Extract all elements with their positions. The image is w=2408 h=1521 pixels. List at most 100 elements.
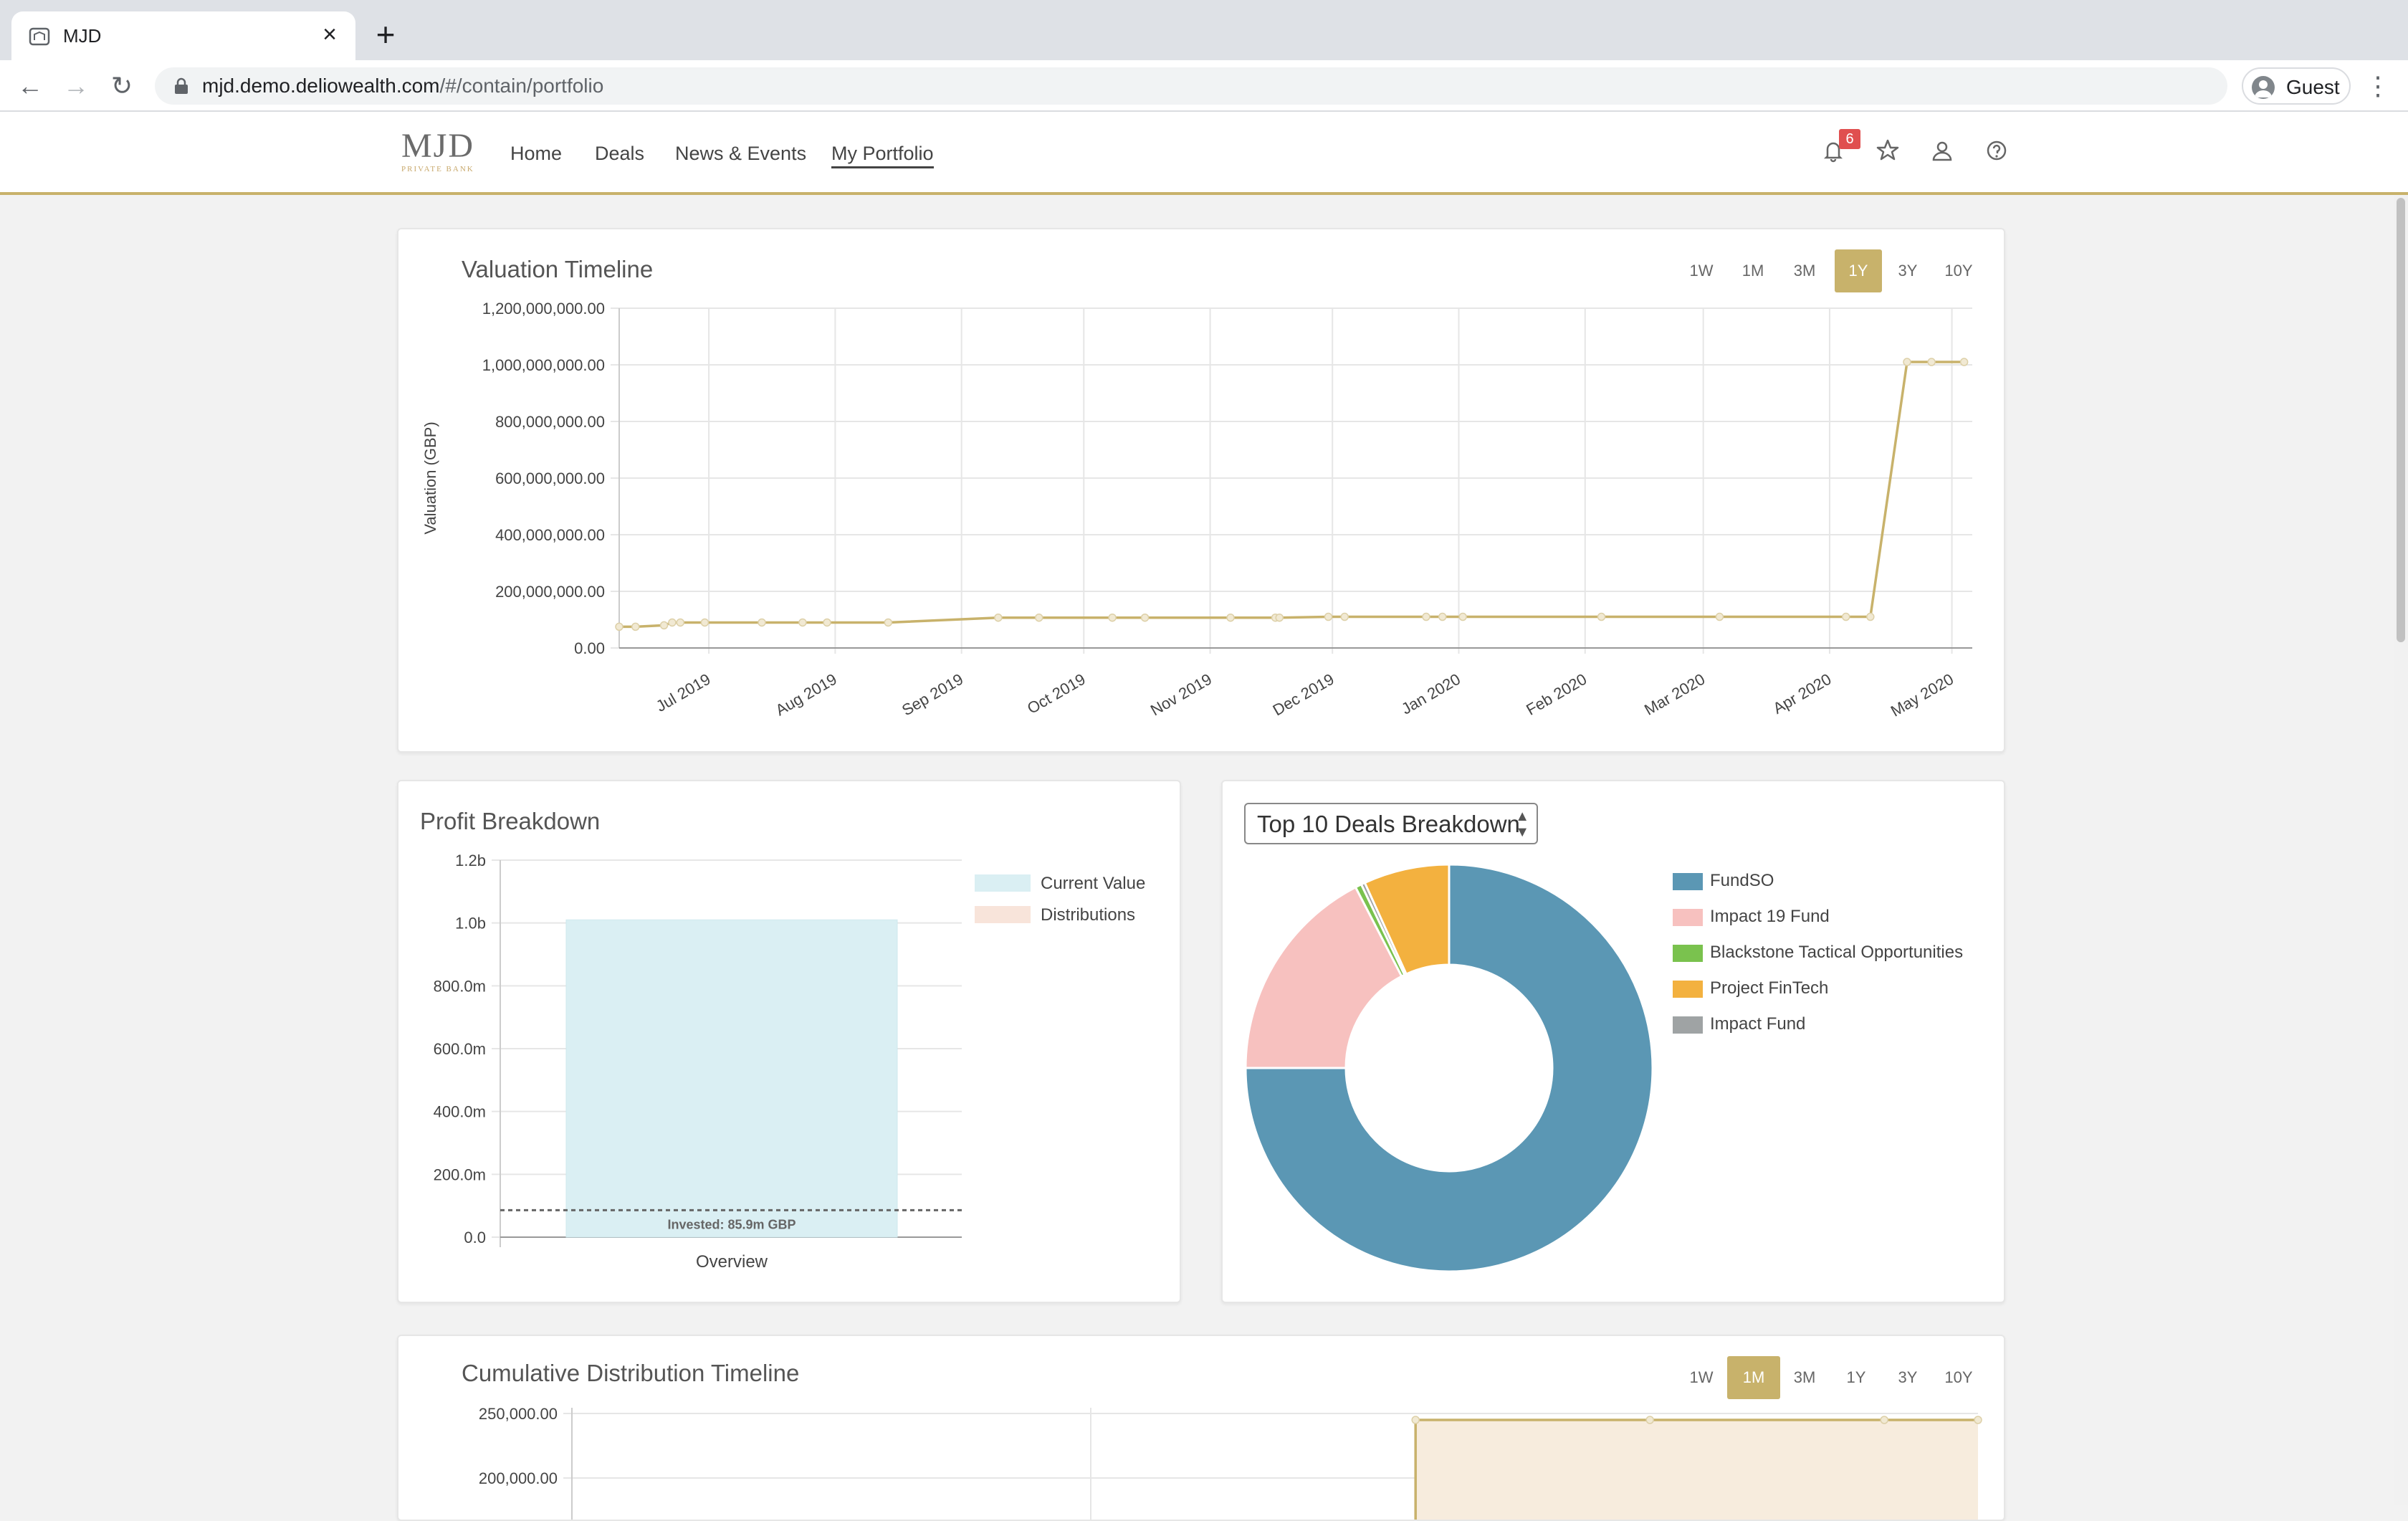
tab-title: MJD <box>63 25 102 47</box>
legend-swatch <box>1673 945 1703 962</box>
y-tick-label: 200,000.00 <box>479 1469 558 1487</box>
x-category-label: Overview <box>696 1252 768 1272</box>
range-3m[interactable]: 3M <box>1793 262 1816 280</box>
x-tick-label: May 2020 <box>1888 670 1956 720</box>
data-point <box>1034 613 1043 622</box>
legend-label: Impact Fund <box>1710 1014 1806 1034</box>
nav-deals[interactable]: Deals <box>595 143 645 164</box>
range-1m[interactable]: 1M <box>1742 262 1764 280</box>
data-point <box>668 618 677 627</box>
range-1y[interactable]: 1Y <box>1846 1368 1866 1386</box>
forward-arrow-icon[interactable]: → <box>63 71 89 100</box>
x-tick-label: Nov 2019 <box>1147 670 1215 720</box>
data-point <box>1140 613 1150 622</box>
y-axis-label: Valuation (GBP) <box>421 421 439 534</box>
legend-label: Distributions <box>1041 905 1135 925</box>
range-10y[interactable]: 10Y <box>1944 1368 1973 1386</box>
browser-tab[interactable]: MJD × <box>11 11 355 60</box>
legend-label: Blackstone Tactical Opportunities <box>1710 943 1964 962</box>
close-tab-icon[interactable]: × <box>322 21 337 48</box>
y-tick-label: 600.0m <box>434 1040 486 1058</box>
browser-tab-strip: MJD × + <box>0 0 2408 60</box>
valuation-title: Valuation Timeline <box>462 256 654 282</box>
site-header: MJD PRIVATE BANK Home Deals News & Event… <box>0 112 2408 195</box>
range-10y[interactable]: 10Y <box>1944 262 1973 280</box>
donut-slice <box>1363 863 1451 976</box>
logo-subtext: PRIVATE BANK <box>401 165 474 173</box>
data-point <box>700 618 710 627</box>
help-icon[interactable] <box>1982 136 2011 165</box>
notification-badge: 6 <box>1839 129 1860 149</box>
y-tick-label: 1,200,000,000.00 <box>482 300 605 318</box>
cumulative-area-chart: 200,000.00 250,000.00 <box>479 1405 1982 1520</box>
nav-news-events[interactable]: News & Events <box>675 143 807 164</box>
y-tick-label: 400,000,000.00 <box>495 526 605 544</box>
range-1w[interactable]: 1W <box>1689 262 1714 280</box>
range-3y[interactable]: 3Y <box>1898 262 1918 280</box>
data-point <box>631 622 640 631</box>
deals-breakdown-card: Top 10 Deals Breakdown ▲ ▼ FundSO Impact 1… <box>1221 780 2005 1303</box>
nav-my-portfolio[interactable]: My Portfolio <box>831 140 934 168</box>
data-point <box>615 622 624 631</box>
legend-swatch <box>1673 873 1703 890</box>
y-tick-label: 200.0m <box>434 1165 486 1183</box>
y-tick-label: 800.0m <box>434 977 486 995</box>
x-tick-label: Dec 2019 <box>1270 670 1337 720</box>
legend-swatch <box>975 874 1031 892</box>
range-3y[interactable]: 3Y <box>1898 1368 1918 1386</box>
data-point <box>659 621 669 630</box>
range-1y[interactable]: 1Y <box>1835 249 1882 292</box>
y-tick-label: 800,000,000.00 <box>495 413 605 431</box>
range-3m[interactable]: 3M <box>1793 1368 1816 1386</box>
url-host: mjd.demo.deliowealth.com <box>202 75 440 97</box>
url-text: mjd.demo.deliowealth.com/#/contain/portf… <box>202 75 603 97</box>
new-tab-icon[interactable]: + <box>376 16 396 53</box>
legend-label: Project FinTech <box>1710 978 1829 998</box>
page-scrollbar[interactable] <box>2394 195 2408 1505</box>
data-point <box>1324 612 1333 621</box>
x-tick-label: Mar 2020 <box>1641 670 1708 719</box>
nav-home[interactable]: Home <box>510 143 563 164</box>
y-tick-label: 600,000,000.00 <box>495 469 605 487</box>
x-tick-label: Sep 2019 <box>899 670 966 720</box>
scrollbar-thumb[interactable] <box>2397 198 2405 642</box>
data-point <box>1841 612 1850 621</box>
deals-breakdown-select[interactable]: Top 10 Deals Breakdown ▲ ▼ <box>1244 803 1538 844</box>
lock-icon <box>175 77 188 94</box>
data-point <box>1226 613 1235 622</box>
back-arrow-icon[interactable]: ← <box>17 71 43 100</box>
data-point <box>676 618 685 627</box>
profile-label: Guest <box>2286 76 2340 98</box>
invested-label: Invested: 85.9m GBP <box>667 1217 796 1231</box>
valuation-range-selector: 1W 1M 3M 1Y 3Y 10Y <box>1680 249 1988 292</box>
reload-icon[interactable]: ↻ <box>110 71 133 100</box>
bell-icon[interactable] <box>1819 136 1848 165</box>
data-point <box>994 613 1003 622</box>
address-bar[interactable]: mjd.demo.deliowealth.com/#/contain/portf… <box>155 67 2227 105</box>
select-arrows-icon: ▲ ▼ <box>1515 809 1529 840</box>
data-point <box>1597 612 1606 621</box>
data-point <box>1458 612 1467 621</box>
y-tick-label: 1.0b <box>455 915 486 933</box>
range-1w[interactable]: 1W <box>1689 1368 1714 1386</box>
data-point <box>798 618 807 627</box>
user-icon[interactable] <box>1928 136 1956 165</box>
profit-title: Profit Breakdown <box>420 808 601 834</box>
valuation-timeline-card: Valuation Timeline 1W 1M 3M 1Y 3Y 10Y 0.… <box>397 228 2005 753</box>
mjd-logo[interactable]: MJD PRIVATE BANK <box>401 127 480 174</box>
data-point <box>1411 1416 1420 1424</box>
data-point <box>1880 1416 1888 1424</box>
data-point <box>1927 358 1936 366</box>
data-point <box>1866 612 1875 621</box>
data-point <box>1438 612 1447 621</box>
range-1m[interactable]: 1M <box>1727 1356 1780 1399</box>
valuation-line-chart: 0.00 200,000,000.00 400,000,000.00 600,000,… <box>421 300 1972 720</box>
data-point <box>1715 612 1724 621</box>
more-menu-icon[interactable]: ⋮ <box>2365 71 2391 100</box>
bar-current-value <box>565 919 898 1238</box>
profile-button[interactable]: Guest <box>2242 67 2351 105</box>
star-icon[interactable] <box>1873 136 1902 165</box>
guest-avatar-icon <box>2252 76 2275 99</box>
logo-text: MJD <box>401 127 475 165</box>
x-tick-label: Feb 2020 <box>1523 670 1590 719</box>
